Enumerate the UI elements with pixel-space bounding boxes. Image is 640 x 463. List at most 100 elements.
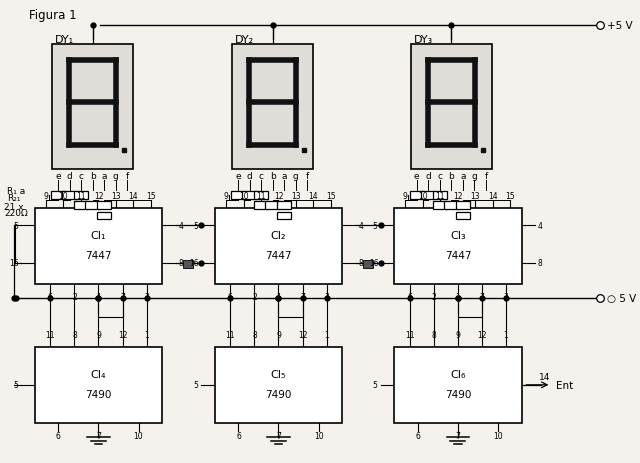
Text: 1: 1 bbox=[324, 330, 329, 339]
Bar bbox=[456, 212, 470, 219]
Text: 2: 2 bbox=[431, 293, 436, 301]
Bar bbox=[277, 202, 291, 209]
Text: 5: 5 bbox=[193, 221, 198, 231]
Text: e: e bbox=[55, 172, 61, 181]
Text: DY₃: DY₃ bbox=[413, 35, 433, 45]
Text: 7: 7 bbox=[96, 431, 101, 440]
Text: g: g bbox=[292, 172, 298, 181]
Text: 13: 13 bbox=[470, 192, 480, 200]
Text: 4: 4 bbox=[358, 221, 363, 231]
Bar bbox=[85, 202, 100, 209]
Text: R₁ a: R₁ a bbox=[7, 187, 25, 196]
Text: 10: 10 bbox=[493, 431, 503, 440]
Text: 21 x: 21 x bbox=[4, 202, 24, 211]
Bar bbox=[433, 192, 447, 199]
Text: 13: 13 bbox=[291, 192, 301, 200]
Text: 12: 12 bbox=[274, 192, 284, 200]
Text: 7: 7 bbox=[120, 293, 125, 301]
Bar bbox=[444, 202, 458, 209]
Bar bbox=[74, 192, 88, 199]
Text: 8: 8 bbox=[358, 259, 363, 268]
Bar bbox=[97, 212, 111, 219]
Text: 9: 9 bbox=[456, 330, 460, 339]
Text: 7: 7 bbox=[456, 431, 460, 440]
Bar bbox=[52, 44, 133, 169]
Text: 11: 11 bbox=[405, 330, 415, 339]
Text: 14: 14 bbox=[488, 192, 498, 200]
Text: 7: 7 bbox=[276, 431, 281, 440]
Text: 2: 2 bbox=[72, 293, 77, 301]
Bar bbox=[410, 192, 424, 199]
Text: 5: 5 bbox=[372, 221, 378, 231]
Bar bbox=[183, 261, 193, 269]
Text: 5: 5 bbox=[13, 381, 18, 389]
Text: 9: 9 bbox=[44, 192, 49, 200]
Text: 10: 10 bbox=[134, 431, 143, 440]
Bar bbox=[97, 202, 111, 209]
Text: 14: 14 bbox=[129, 192, 138, 200]
Text: 6: 6 bbox=[407, 293, 412, 301]
Text: 7490: 7490 bbox=[445, 389, 471, 399]
Text: 16: 16 bbox=[10, 259, 19, 268]
Text: DY₁: DY₁ bbox=[54, 35, 74, 45]
Text: 3: 3 bbox=[504, 293, 508, 301]
Text: 8: 8 bbox=[538, 259, 543, 268]
Text: 10: 10 bbox=[314, 431, 323, 440]
Text: 5: 5 bbox=[13, 221, 18, 231]
Text: 8: 8 bbox=[179, 259, 183, 268]
Text: Figura 1: Figura 1 bbox=[29, 9, 76, 22]
Text: ○ 5 V: ○ 5 V bbox=[607, 294, 636, 303]
Text: g: g bbox=[113, 172, 118, 181]
Text: c: c bbox=[259, 172, 264, 181]
Bar bbox=[433, 202, 447, 209]
Text: 3: 3 bbox=[324, 293, 329, 301]
Text: 5: 5 bbox=[193, 381, 198, 389]
Text: CI₂: CI₂ bbox=[271, 231, 286, 241]
Text: f: f bbox=[305, 172, 309, 181]
Bar bbox=[254, 192, 268, 199]
Text: 7447: 7447 bbox=[445, 250, 471, 261]
Text: b: b bbox=[269, 172, 275, 181]
Bar bbox=[215, 347, 342, 423]
Text: 5: 5 bbox=[372, 381, 378, 389]
Text: d: d bbox=[426, 172, 431, 181]
Text: CI₆: CI₆ bbox=[450, 369, 465, 379]
Bar bbox=[411, 44, 492, 169]
Text: c: c bbox=[79, 172, 84, 181]
Text: a: a bbox=[460, 172, 466, 181]
Text: 9: 9 bbox=[403, 192, 408, 200]
Text: 6: 6 bbox=[415, 431, 420, 440]
Text: c: c bbox=[437, 172, 442, 181]
Text: 12: 12 bbox=[93, 192, 103, 200]
Text: 1: 1 bbox=[96, 293, 101, 301]
Text: 7490: 7490 bbox=[266, 389, 292, 399]
Text: 11: 11 bbox=[45, 330, 55, 339]
Text: DY₂: DY₂ bbox=[235, 35, 254, 45]
Bar bbox=[35, 208, 162, 285]
Text: 8: 8 bbox=[431, 330, 436, 339]
Bar bbox=[394, 347, 522, 423]
Text: 13: 13 bbox=[111, 192, 121, 200]
Text: 16: 16 bbox=[189, 259, 199, 268]
Text: g: g bbox=[472, 172, 477, 181]
Bar bbox=[74, 202, 88, 209]
Text: 11: 11 bbox=[76, 192, 86, 200]
Bar bbox=[266, 202, 280, 209]
Text: 11: 11 bbox=[436, 192, 445, 200]
Text: 8: 8 bbox=[72, 330, 77, 339]
Text: 14: 14 bbox=[308, 192, 318, 200]
Text: a: a bbox=[101, 172, 107, 181]
Text: d: d bbox=[67, 172, 72, 181]
Text: Ent: Ent bbox=[556, 380, 573, 390]
Text: 9: 9 bbox=[223, 192, 228, 200]
Text: 4: 4 bbox=[179, 221, 183, 231]
Bar bbox=[35, 347, 162, 423]
Text: 7: 7 bbox=[479, 293, 484, 301]
Text: 7447: 7447 bbox=[265, 250, 292, 261]
Text: d: d bbox=[246, 172, 252, 181]
Text: 10: 10 bbox=[418, 192, 428, 200]
Text: +5 V: +5 V bbox=[607, 21, 633, 31]
Text: 7490: 7490 bbox=[85, 389, 111, 399]
Text: 14: 14 bbox=[540, 372, 551, 381]
Bar bbox=[243, 192, 257, 199]
